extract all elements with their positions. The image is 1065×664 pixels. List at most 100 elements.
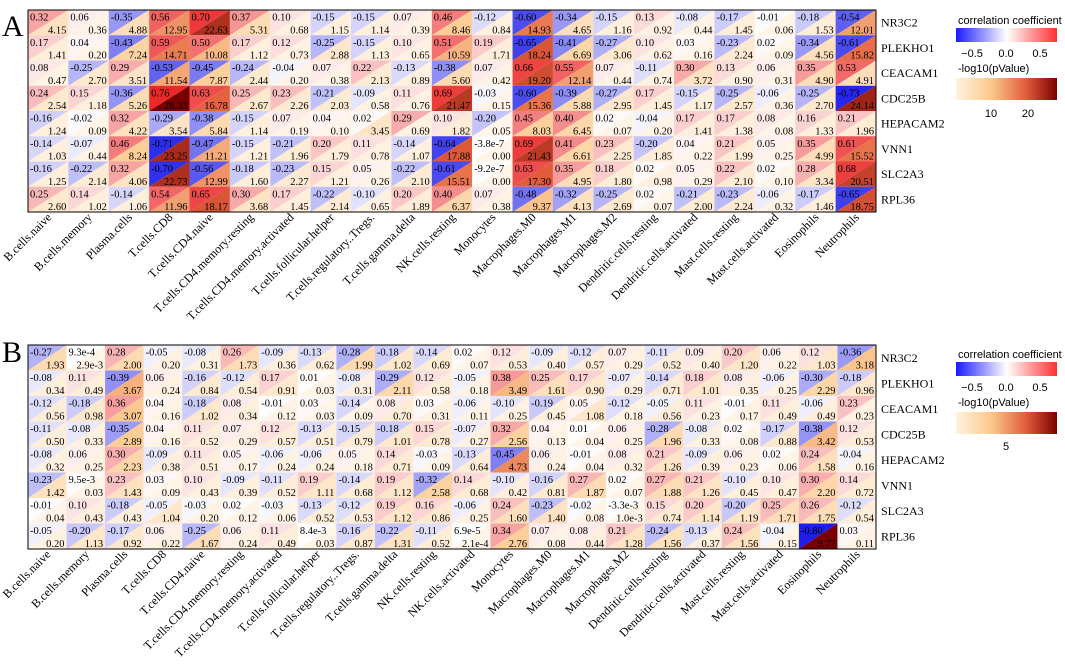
panel-b-legend: correlation coefficient −0.5 0.0 0.5 -lo…: [956, 349, 1062, 453]
cell-pvalue-triangle: [837, 345, 876, 371]
cell-r-label: -3.3e-3: [608, 501, 638, 512]
heatmap-cell: -0.324.13: [552, 186, 594, 213]
cell-pvalue-triangle: [606, 447, 645, 473]
cell-correlation-triangle: [837, 447, 876, 473]
cell-p-label: 0.16: [694, 51, 712, 62]
cell-correlation-triangle: [683, 370, 722, 396]
heatmap-cell: -0.141.07: [391, 136, 432, 163]
heatmap-cell: 0.060.36: [68, 10, 109, 36]
cell-pvalue-triangle: [374, 523, 414, 549]
cell-p-label: 0.18: [470, 386, 488, 397]
cell-r-label: -0.06: [454, 399, 476, 410]
heatmap-cell: 9.5e-30.03: [66, 472, 106, 499]
cell-p-label: 1.67: [200, 539, 218, 550]
cell-p-label: 18.24: [527, 51, 551, 62]
cell-r-label: 0.65: [192, 189, 210, 200]
cell-pvalue-triangle: [336, 396, 375, 422]
cell-pvalue-triangle: [220, 523, 260, 549]
cell-p-label: 4.73: [509, 463, 527, 474]
cell-pvalue-triangle: [143, 421, 183, 447]
cell-p-label: 0.90: [734, 76, 752, 87]
cell-r-label: -0.32: [555, 189, 577, 200]
cell-pvalue-triangle: [259, 370, 298, 396]
cell-r-label: 0.29: [111, 63, 129, 74]
heatmap-cell: 0.020.98: [633, 161, 675, 188]
cell-pvalue-triangle: [310, 35, 352, 61]
cell-p-label: 5.31: [250, 25, 268, 36]
cell-pvalue-triangle: [182, 421, 221, 447]
cell-p-label: 0.17: [740, 412, 758, 423]
cell-correlation-triangle: [270, 161, 311, 187]
cell-p-label: 0.25: [624, 437, 642, 448]
cell-p-label: 0.65: [371, 202, 389, 213]
heatmap-cell: -0.110.74: [633, 60, 675, 87]
cell-pvalue-triangle: [835, 186, 876, 212]
cell-pvalue-triangle: [452, 523, 491, 549]
cell-r-label: 0.45: [515, 114, 533, 125]
cell-pvalue-triangle: [105, 498, 144, 524]
cell-pvalue-triangle: [374, 447, 414, 473]
heatmap-cell: 0.100.65: [391, 35, 432, 62]
cell-correlation-triangle: [760, 523, 799, 549]
cell-r-label: 0.54: [151, 189, 170, 200]
cell-r-label: -0.08: [30, 373, 52, 384]
heatmap-cell: -0.281.96: [644, 421, 684, 448]
cell-pvalue-triangle: [593, 85, 634, 111]
cell-pvalue-triangle: [606, 523, 645, 549]
cell-p-label: 5.26: [129, 101, 147, 112]
cell-p-label: 0.26: [371, 177, 389, 188]
cell-pvalue-triangle: [413, 345, 452, 371]
cell-r-label: 0.05: [353, 164, 371, 175]
cell-r-label: -0.08: [676, 13, 698, 24]
cell-p-label: 0.32: [46, 463, 64, 474]
heatmap-cell: -0.140.69: [413, 345, 452, 372]
heatmap-cell: 0.354.90: [795, 60, 836, 87]
cell-p-label: 0.90: [586, 386, 604, 397]
cell-pvalue-triangle: [28, 472, 67, 498]
cell-p-label: 0.06: [779, 463, 797, 474]
cell-p-label: 0.78: [432, 437, 450, 448]
cell-pvalue-triangle: [552, 85, 594, 111]
cell-r-label: -0.11: [647, 348, 668, 359]
cell-pvalue-triangle: [259, 345, 298, 371]
cell-correlation-triangle: [391, 111, 432, 137]
cell-r-label: 0.55: [555, 63, 573, 74]
cell-r-label: 0.27: [570, 475, 588, 486]
heatmap-cell: -0.020.09: [68, 111, 109, 137]
cell-correlation-triangle: [714, 136, 755, 162]
cell-p-label: 18.75: [850, 202, 874, 213]
cell-r-label: 0.02: [636, 189, 654, 200]
cell-p-label: 3.54: [169, 126, 188, 137]
cell-p-label: 1.80: [613, 177, 631, 188]
heatmap-cell: 0.406.37: [431, 186, 473, 213]
heatmap-cell: 0.251.71: [760, 498, 799, 525]
cell-pvalue-triangle: [798, 421, 838, 447]
cell-p-label: 0.22: [694, 152, 712, 163]
cell-p-label: 1.02: [88, 202, 106, 213]
cell-pvalue-triangle: [270, 161, 311, 187]
cell-correlation-triangle: [220, 498, 260, 524]
cell-correlation-triangle: [721, 498, 761, 524]
heatmap-cell: 0.030.03: [297, 396, 337, 423]
cell-pvalue-triangle: [149, 186, 190, 212]
heatmap-cell: -0.221.31: [374, 523, 414, 550]
cell-correlation-triangle: [721, 447, 761, 473]
cell-p-label: 0.53: [856, 437, 874, 448]
cell-p-label: 1.25: [48, 177, 66, 188]
cell-pvalue-triangle: [189, 10, 230, 36]
cell-r-label: 0.17: [636, 88, 654, 99]
heatmap-cell: 0.342.76: [490, 523, 530, 550]
cell-p-label: 4.22: [129, 126, 147, 137]
cell-p-label: 0.31: [200, 361, 218, 372]
cell-p-label: 0.43: [85, 514, 103, 525]
cell-pvalue-triangle: [391, 10, 432, 36]
cell-r-label: -0.01: [30, 501, 52, 512]
cell-r-label: 0.14: [839, 475, 858, 486]
cell-r-label: -0.01: [724, 399, 746, 410]
heatmap-cell: -0.151.13: [351, 35, 392, 62]
cell-r-label: 0.03: [676, 38, 694, 49]
heatmap-cell: -0.130.52: [297, 498, 337, 525]
cell-pvalue-triangle: [512, 186, 553, 212]
